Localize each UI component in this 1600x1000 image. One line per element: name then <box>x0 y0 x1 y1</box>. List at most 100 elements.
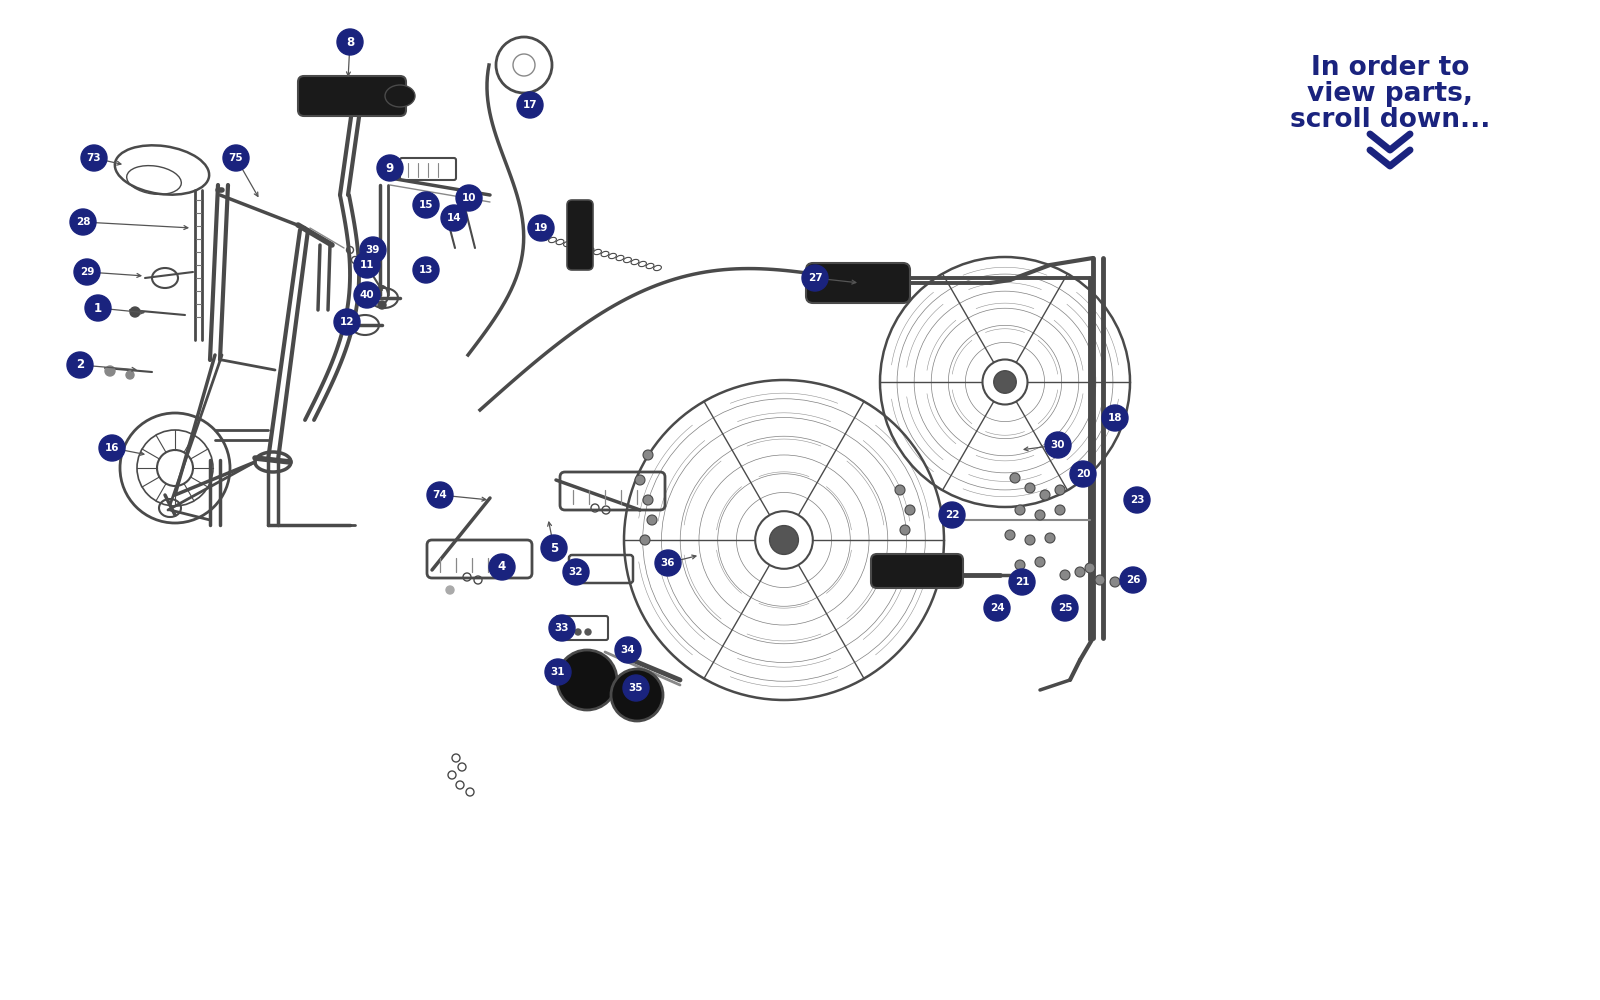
Text: 26: 26 <box>1126 575 1141 585</box>
Circle shape <box>1102 405 1128 431</box>
Circle shape <box>614 637 642 663</box>
Text: 8: 8 <box>346 35 354 48</box>
FancyBboxPatch shape <box>806 263 910 303</box>
FancyBboxPatch shape <box>870 554 963 588</box>
Text: 33: 33 <box>555 623 570 633</box>
Circle shape <box>378 301 386 309</box>
Circle shape <box>99 435 125 461</box>
Circle shape <box>82 145 107 171</box>
Circle shape <box>982 360 1027 404</box>
Circle shape <box>427 482 453 508</box>
Circle shape <box>549 615 574 641</box>
Circle shape <box>354 282 381 308</box>
Circle shape <box>378 155 403 181</box>
Circle shape <box>338 29 363 55</box>
Circle shape <box>1110 577 1120 587</box>
Circle shape <box>546 659 571 685</box>
Circle shape <box>622 675 650 701</box>
Circle shape <box>1059 570 1070 580</box>
Circle shape <box>939 502 965 528</box>
Circle shape <box>1094 575 1106 585</box>
Ellipse shape <box>386 85 414 107</box>
Text: 31: 31 <box>550 667 565 677</box>
Text: 5: 5 <box>550 542 558 554</box>
Text: 22: 22 <box>944 510 960 520</box>
Circle shape <box>67 352 93 378</box>
Circle shape <box>442 205 467 231</box>
Circle shape <box>1014 560 1026 570</box>
Circle shape <box>456 185 482 211</box>
Text: 39: 39 <box>366 245 381 255</box>
Text: 19: 19 <box>534 223 549 233</box>
Text: 16: 16 <box>104 443 120 453</box>
Circle shape <box>413 192 438 218</box>
Text: 75: 75 <box>229 153 243 163</box>
Text: 30: 30 <box>1051 440 1066 450</box>
Circle shape <box>334 309 360 335</box>
Circle shape <box>490 554 515 580</box>
Circle shape <box>528 215 554 241</box>
Text: 27: 27 <box>808 273 822 283</box>
Circle shape <box>126 371 134 379</box>
Circle shape <box>755 511 813 569</box>
Circle shape <box>1120 567 1146 593</box>
Circle shape <box>770 526 798 554</box>
Circle shape <box>1035 510 1045 520</box>
Circle shape <box>1035 557 1045 567</box>
Circle shape <box>643 495 653 505</box>
Text: 10: 10 <box>462 193 477 203</box>
Text: 17: 17 <box>523 100 538 110</box>
Text: 36: 36 <box>661 558 675 568</box>
Circle shape <box>646 515 658 525</box>
Circle shape <box>222 145 250 171</box>
Circle shape <box>1014 505 1026 515</box>
Text: 23: 23 <box>1130 495 1144 505</box>
Text: 32: 32 <box>568 567 584 577</box>
Text: 2: 2 <box>75 359 85 371</box>
Circle shape <box>654 550 682 576</box>
Circle shape <box>1053 595 1078 621</box>
Circle shape <box>1075 567 1085 577</box>
Circle shape <box>640 535 650 545</box>
Circle shape <box>517 92 542 118</box>
Text: 74: 74 <box>432 490 448 500</box>
Text: 9: 9 <box>386 161 394 174</box>
Circle shape <box>354 252 381 278</box>
Text: 1: 1 <box>94 302 102 314</box>
Circle shape <box>643 450 653 460</box>
Circle shape <box>635 475 645 485</box>
Circle shape <box>106 366 115 376</box>
Circle shape <box>360 237 386 263</box>
Text: 40: 40 <box>360 290 374 300</box>
Circle shape <box>1010 473 1021 483</box>
Circle shape <box>413 257 438 283</box>
Circle shape <box>894 485 906 495</box>
Circle shape <box>1045 432 1070 458</box>
Circle shape <box>1026 483 1035 493</box>
Text: 14: 14 <box>446 213 461 223</box>
Circle shape <box>70 209 96 235</box>
Text: view parts,: view parts, <box>1307 81 1474 107</box>
FancyBboxPatch shape <box>566 200 594 270</box>
Text: 29: 29 <box>80 267 94 277</box>
Text: 12: 12 <box>339 317 354 327</box>
Text: 4: 4 <box>498 560 506 574</box>
FancyBboxPatch shape <box>298 76 406 116</box>
Circle shape <box>899 525 910 535</box>
Circle shape <box>611 669 662 721</box>
Text: In order to: In order to <box>1310 55 1469 81</box>
Circle shape <box>1123 487 1150 513</box>
Circle shape <box>130 307 141 317</box>
Circle shape <box>565 629 571 635</box>
Circle shape <box>802 265 829 291</box>
Text: 13: 13 <box>419 265 434 275</box>
Circle shape <box>446 586 454 594</box>
Circle shape <box>557 650 618 710</box>
Circle shape <box>586 629 590 635</box>
Circle shape <box>563 559 589 585</box>
Circle shape <box>1054 485 1066 495</box>
Text: 28: 28 <box>75 217 90 227</box>
Circle shape <box>85 295 110 321</box>
Text: 20: 20 <box>1075 469 1090 479</box>
Circle shape <box>994 371 1016 393</box>
